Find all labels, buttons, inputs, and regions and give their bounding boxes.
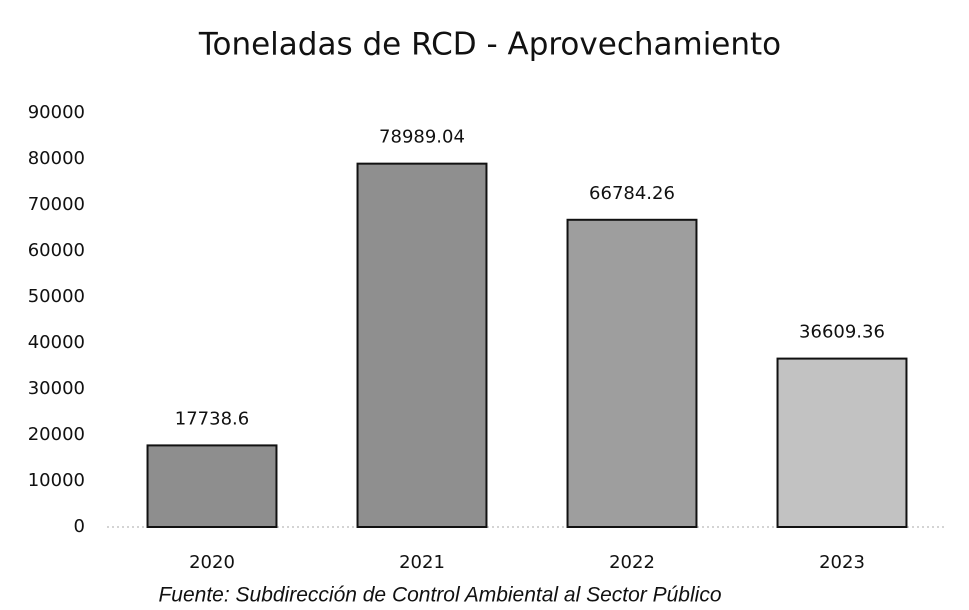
bar <box>566 218 698 529</box>
data-label: 17738.6 <box>175 408 249 429</box>
y-tick-label: 50000 <box>28 286 85 307</box>
y-tick-label: 80000 <box>28 148 85 169</box>
data-label: 36609.36 <box>799 322 885 343</box>
chart-title: Toneladas de RCD - Aprovechamiento <box>198 27 781 63</box>
y-tick-label: 10000 <box>28 470 85 491</box>
x-tick-label: 2022 <box>609 552 655 573</box>
data-label: 66784.26 <box>589 183 675 204</box>
y-tick-label: 20000 <box>28 424 85 445</box>
x-tick-label: 2020 <box>189 552 235 573</box>
x-tick-label: 2021 <box>399 552 445 573</box>
bar <box>146 444 278 528</box>
y-tick-label: 0 <box>74 516 85 537</box>
bar <box>356 162 488 528</box>
bar <box>776 357 908 529</box>
x-tick-label: 2023 <box>819 552 865 573</box>
y-tick-label: 60000 <box>28 240 85 261</box>
y-tick-label: 30000 <box>28 378 85 399</box>
data-label: 78989.04 <box>379 127 465 148</box>
y-tick-label: 90000 <box>28 102 85 123</box>
source-note: Fuente: Subdirección de Control Ambienta… <box>158 584 721 607</box>
y-tick-label: 40000 <box>28 332 85 353</box>
y-tick-label: 70000 <box>28 194 85 215</box>
